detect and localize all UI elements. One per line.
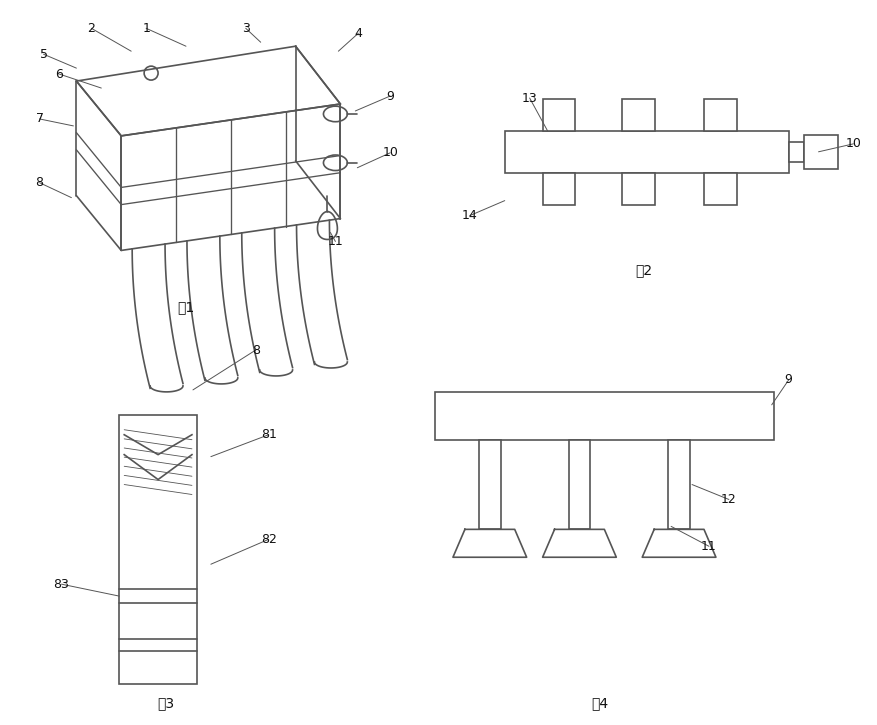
Text: 14: 14 [461,209,477,222]
Text: 1: 1 [142,22,150,35]
Text: 图4: 图4 [590,697,607,710]
Text: 82: 82 [260,533,276,546]
Text: 4: 4 [354,27,362,40]
Text: 图2: 图2 [635,263,652,278]
Text: 10: 10 [381,146,397,160]
Bar [703,99,736,131]
Bar [434,392,773,439]
Text: 图1: 图1 [177,300,195,314]
Ellipse shape [323,106,347,122]
Text: 图3: 图3 [157,697,175,710]
Bar [703,173,736,204]
Text: 13: 13 [521,91,537,104]
Text: 81: 81 [260,428,276,442]
Circle shape [144,66,158,80]
Bar [802,135,838,169]
Bar [119,415,196,684]
Bar [542,99,574,131]
Bar [478,439,500,529]
Text: 5: 5 [39,48,47,61]
Bar [567,439,589,529]
Text: 8: 8 [252,344,260,357]
Text: 9: 9 [386,89,394,102]
Bar [788,142,802,162]
Text: 8: 8 [35,176,44,189]
Bar [622,99,654,131]
Text: 12: 12 [720,493,736,506]
Text: 11: 11 [327,235,343,248]
Text: 2: 2 [88,22,96,35]
Bar [504,131,788,173]
Bar [622,173,654,204]
Text: 7: 7 [35,112,44,125]
Text: 9: 9 [784,373,792,386]
Bar [667,439,689,529]
Text: 3: 3 [241,22,249,35]
Ellipse shape [323,155,347,170]
Text: 10: 10 [845,137,860,150]
Text: 6: 6 [55,67,63,80]
Text: 83: 83 [53,578,69,591]
Text: 11: 11 [701,540,716,552]
Bar [542,173,574,204]
